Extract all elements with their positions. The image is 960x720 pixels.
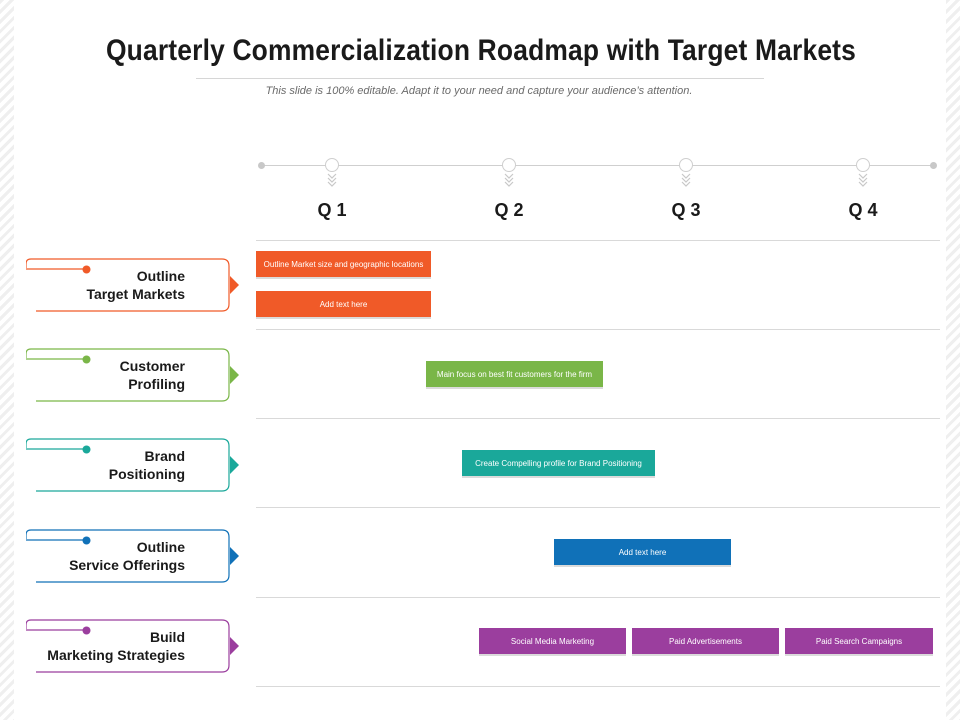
row-label-customer-profiling: Customer Profiling xyxy=(26,348,240,402)
row-label-line1: Customer xyxy=(119,358,185,374)
row-label-line2: Service Offerings xyxy=(69,557,185,573)
row-divider xyxy=(256,418,940,419)
label-bracket-shape xyxy=(26,258,239,312)
row-label-line1: Outline xyxy=(136,268,185,284)
row-marker-dot-icon xyxy=(82,626,91,635)
milestone-q3 xyxy=(679,158,693,188)
left-edge-pattern xyxy=(0,0,14,720)
row-divider xyxy=(256,686,940,687)
chevron-down-icon xyxy=(504,173,514,187)
row-divider xyxy=(256,329,940,330)
row-label-line2: Profiling xyxy=(128,376,185,392)
task-bar-paid-search-campaigns: Paid Search Campaigns xyxy=(785,628,933,654)
timeline-end-dot xyxy=(930,162,937,169)
milestone-q4 xyxy=(856,158,870,188)
label-bracket-shape xyxy=(26,438,239,492)
milestone-circle-icon xyxy=(502,158,516,172)
page-subtitle: This slide is 100% editable. Adapt it to… xyxy=(265,85,693,97)
task-bar-brand-positioning-profile: Create Compelling profile for Brand Posi… xyxy=(462,450,655,476)
row-label-outline-service-offerings: Outline Service Offerings xyxy=(26,529,240,583)
row-label-build-marketing-strategies: Build Marketing Strategies xyxy=(26,619,240,673)
row-divider xyxy=(256,507,940,508)
title-underline xyxy=(196,78,764,79)
row-marker-dot-icon xyxy=(82,536,91,545)
row-label-text: Outline Target Markets xyxy=(86,258,185,312)
quarter-label-q4: Q 4 xyxy=(848,200,878,220)
row-divider xyxy=(256,240,940,241)
row-label-brand-positioning: Brand Positioning xyxy=(26,438,240,492)
timeline-start-dot xyxy=(258,162,265,169)
row-label-outline-target-markets: Outline Target Markets xyxy=(26,258,240,312)
row-label-line2: Marketing Strategies xyxy=(47,647,185,663)
row-divider xyxy=(256,597,940,598)
task-bar-paid-advertisements: Paid Advertisements xyxy=(632,628,779,654)
row-marker-dot-icon xyxy=(82,355,91,364)
task-bar-social-media-marketing: Social Media Marketing xyxy=(479,628,626,654)
row-label-line2: Positioning xyxy=(108,466,185,482)
milestone-q2 xyxy=(502,158,516,188)
milestone-circle-icon xyxy=(325,158,339,172)
task-bar-market-size: Outline Market size and geographic locat… xyxy=(256,251,431,277)
chevron-down-icon xyxy=(327,173,337,187)
row-label-text: Outline Service Offerings xyxy=(69,529,185,583)
row-label-text: Customer Profiling xyxy=(120,348,185,402)
chevron-down-icon xyxy=(681,173,691,187)
task-bar-add-text-service: Add text here xyxy=(554,539,731,565)
task-bar-add-text-q1: Add text here xyxy=(256,291,431,317)
chevron-down-icon xyxy=(858,173,868,187)
row-label-line1: Outline xyxy=(136,539,185,555)
milestone-circle-icon xyxy=(856,158,870,172)
quarter-label-q3: Q 3 xyxy=(671,200,701,220)
label-bracket-shape xyxy=(26,529,239,583)
right-edge-pattern xyxy=(946,0,960,720)
task-bar-best-fit-customers: Main focus on best fit customers for the… xyxy=(426,361,603,387)
quarter-label-q2: Q 2 xyxy=(494,200,524,220)
label-bracket-shape xyxy=(26,619,239,673)
row-label-text: Build Marketing Strategies xyxy=(47,619,185,673)
quarter-label-q1: Q 1 xyxy=(317,200,347,220)
row-marker-dot-icon xyxy=(82,265,91,274)
row-label-text: Brand Positioning xyxy=(109,438,185,492)
row-label-line2: Target Markets xyxy=(86,286,185,302)
page-title: Quarterly Commercialization Roadmap with… xyxy=(105,34,857,67)
timeline-line xyxy=(262,165,934,166)
milestone-q1 xyxy=(325,158,339,188)
row-label-line1: Build xyxy=(150,629,185,645)
label-bracket-shape xyxy=(26,348,239,402)
milestone-circle-icon xyxy=(679,158,693,172)
row-label-line1: Brand xyxy=(144,448,185,464)
row-marker-dot-icon xyxy=(82,445,91,454)
